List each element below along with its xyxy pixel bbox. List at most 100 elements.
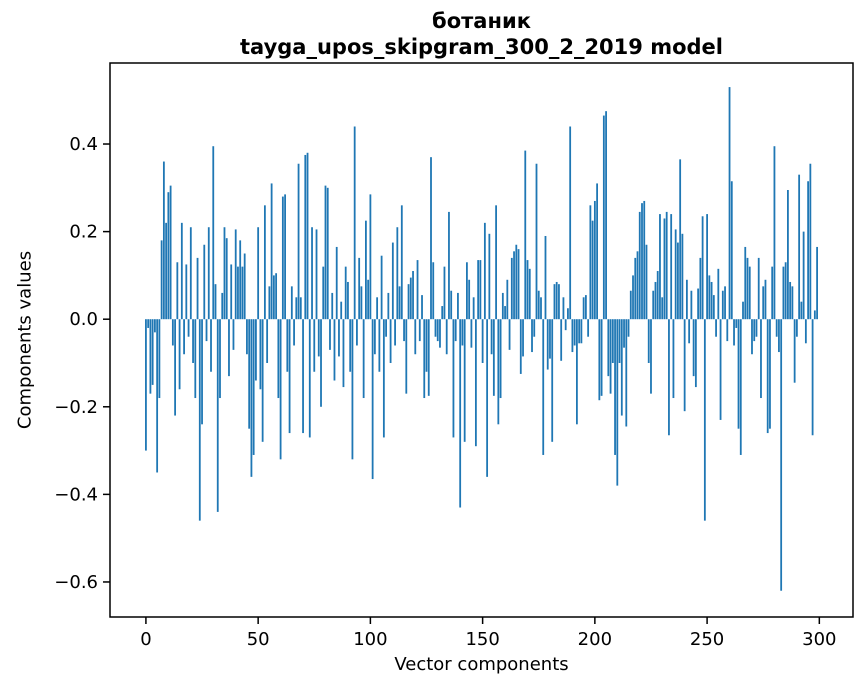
bar	[787, 190, 789, 320]
bar	[755, 319, 758, 337]
bar	[369, 194, 372, 320]
x-tick-label: 200	[578, 629, 612, 650]
bar	[378, 319, 381, 372]
bar	[623, 319, 625, 348]
bar	[641, 203, 643, 320]
bar	[706, 214, 708, 320]
bar	[533, 319, 536, 337]
x-tick-label: 0	[140, 629, 151, 650]
bar	[320, 319, 322, 407]
chart-subtitle: tayga_upos_skipgram_300_2_2019 model	[240, 35, 723, 59]
bar	[802, 231, 805, 320]
bar	[652, 290, 655, 320]
bar	[526, 260, 529, 320]
bar	[816, 246, 818, 320]
bar	[598, 319, 601, 401]
bar	[272, 275, 275, 320]
bar	[344, 266, 347, 320]
bar	[450, 290, 453, 320]
bar	[192, 319, 194, 363]
bar	[672, 319, 675, 399]
bar	[277, 319, 280, 399]
bar	[257, 227, 260, 320]
bar	[490, 319, 493, 355]
bar	[508, 319, 511, 350]
bar	[486, 319, 489, 477]
bar	[329, 319, 331, 350]
bar	[753, 319, 756, 342]
bar	[432, 262, 435, 320]
bar	[555, 281, 558, 320]
bar	[591, 220, 594, 320]
bar	[492, 319, 495, 396]
bar	[385, 319, 387, 337]
bar	[636, 251, 639, 320]
chart-title: ботаник	[432, 9, 531, 33]
bar	[650, 319, 652, 394]
bar	[791, 286, 794, 320]
bar	[185, 264, 188, 320]
bar	[180, 222, 183, 320]
bar	[174, 319, 176, 416]
bar	[463, 319, 466, 442]
bar	[322, 266, 325, 320]
bar	[546, 319, 549, 370]
bar	[737, 319, 740, 429]
bar	[712, 295, 715, 320]
y-tick-label: 0.2	[69, 222, 98, 243]
y-tick-label: 0.4	[69, 134, 98, 155]
bar	[724, 286, 726, 320]
bar	[183, 319, 185, 355]
bar	[784, 262, 787, 320]
bar	[778, 319, 780, 353]
y-tick-label: −0.6	[54, 572, 98, 593]
bar	[409, 277, 412, 320]
bar	[255, 319, 257, 381]
bar	[553, 284, 556, 320]
bar	[699, 257, 702, 320]
bar	[394, 319, 396, 346]
bar	[614, 319, 616, 455]
bar	[423, 319, 426, 399]
bar	[551, 319, 554, 442]
bar	[573, 319, 576, 346]
bar	[616, 319, 619, 486]
bar	[405, 319, 408, 394]
bar	[299, 297, 302, 320]
bar	[331, 292, 334, 320]
y-tick-label: 0.0	[69, 309, 98, 330]
bar	[284, 194, 286, 320]
bar	[665, 211, 668, 320]
bar	[769, 319, 771, 429]
bar	[165, 222, 168, 320]
bar	[499, 319, 502, 399]
bar	[685, 279, 688, 320]
bar	[457, 292, 459, 320]
bar	[167, 192, 170, 320]
bar	[515, 244, 518, 320]
bar	[811, 319, 814, 436]
bar	[225, 238, 228, 320]
bar	[396, 227, 399, 320]
bar	[333, 319, 336, 381]
bar	[351, 319, 354, 460]
bar	[517, 249, 520, 320]
bar	[567, 308, 569, 320]
bar	[495, 205, 497, 320]
x-axis-label: Vector components	[394, 654, 569, 675]
bar	[169, 185, 172, 320]
bar	[241, 266, 244, 320]
bar	[434, 319, 437, 337]
bar	[454, 319, 457, 342]
bar	[690, 290, 693, 320]
bar	[703, 319, 706, 521]
bar	[582, 297, 585, 320]
bar	[196, 257, 199, 320]
bar	[145, 319, 147, 451]
bar	[252, 319, 255, 455]
bar	[620, 319, 623, 416]
bar	[501, 292, 504, 320]
bar	[728, 87, 731, 320]
bar	[593, 200, 596, 320]
